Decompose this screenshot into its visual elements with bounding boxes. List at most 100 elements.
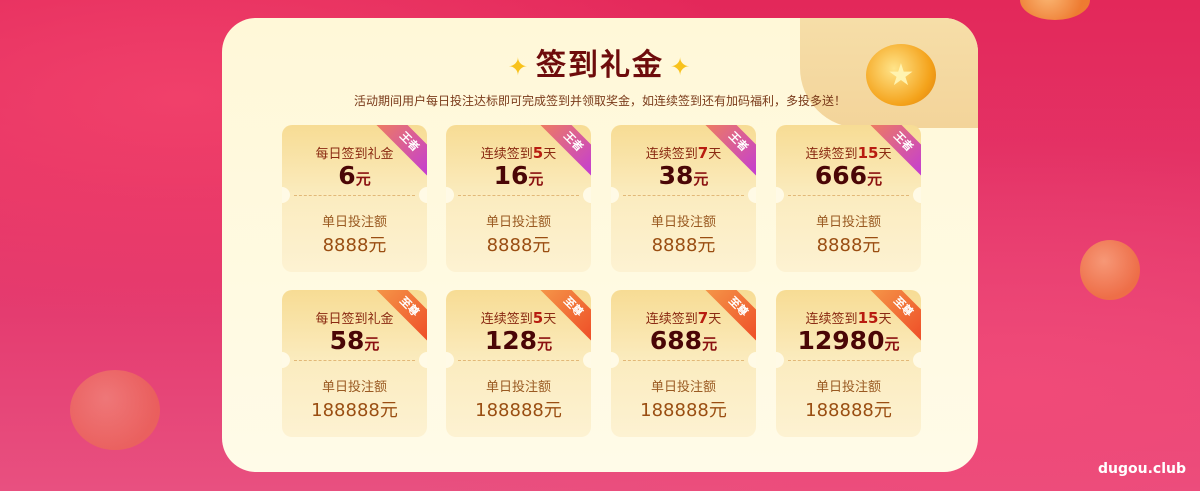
condition-days: 5	[532, 144, 544, 162]
condition-days: 7	[697, 309, 709, 327]
divider	[623, 360, 744, 361]
amount-value: 58	[329, 326, 365, 355]
reward-amount: 6元	[282, 161, 427, 190]
requirement-label: 单日投注额	[321, 215, 387, 230]
amount-unit: 元	[867, 170, 883, 188]
condition-unit: 天	[543, 147, 557, 162]
ticket-notch	[611, 352, 619, 368]
requirement-label: 单日投注额	[485, 380, 551, 395]
amount-value: 666	[814, 161, 868, 190]
requirement-value: 188888元	[640, 400, 727, 421]
amount-value: 16	[493, 161, 529, 190]
ticket-notch	[748, 187, 756, 203]
condition-unit: 天	[878, 312, 892, 327]
reward-amount: 16元	[446, 161, 591, 190]
requirement-value: 8888元	[651, 235, 716, 256]
reward-card: 王者 连续签到15天 666元 单日投注额 8888元	[776, 125, 921, 272]
condition-text: 每日签到礼金	[315, 312, 394, 327]
condition: 连续签到5天	[446, 143, 591, 162]
reward-card: 至尊 连续签到15天 12980元 单日投注额 188888元	[776, 290, 921, 437]
amount-unit: 元	[537, 335, 553, 353]
requirement-value: 188888元	[311, 400, 398, 421]
reward-card: 至尊 连续签到5天 128元 单日投注额 188888元	[446, 290, 591, 437]
amount-value: 688	[649, 326, 703, 355]
ticket-notch	[282, 352, 290, 368]
amount-unit: 元	[884, 335, 900, 353]
page-title: ✦ 签到礼金 ✦	[0, 40, 1200, 84]
condition: 每日签到礼金	[282, 308, 427, 327]
ticket-notch	[282, 187, 290, 203]
divider	[458, 360, 579, 361]
condition: 每日签到礼金	[282, 143, 427, 162]
amount-unit: 元	[355, 170, 371, 188]
divider	[294, 195, 415, 196]
condition-days: 15	[857, 144, 879, 162]
divider	[623, 195, 744, 196]
sparkle-icon: ✦	[670, 53, 693, 81]
condition-unit: 天	[878, 147, 892, 162]
amount-unit: 元	[693, 170, 709, 188]
condition: 连续签到5天	[446, 308, 591, 327]
amount-value: 128	[484, 326, 538, 355]
requirement-label: 单日投注额	[650, 215, 716, 230]
reward-amount: 666元	[776, 161, 921, 190]
amount-unit: 元	[364, 335, 380, 353]
ticket-notch	[611, 187, 619, 203]
reward-card: 至尊 连续签到7天 688元 单日投注额 188888元	[611, 290, 756, 437]
reward-amount: 12980元	[776, 326, 921, 355]
ticket-notch	[419, 352, 427, 368]
divider	[788, 195, 909, 196]
condition-text: 连续签到	[805, 147, 858, 162]
condition-text: 连续签到	[480, 312, 533, 327]
reward-amount: 688元	[611, 326, 756, 355]
requirement-value: 8888元	[486, 235, 551, 256]
reward-card: 王者 每日签到礼金 6元 单日投注额 8888元	[282, 125, 427, 272]
ticket-notch	[419, 187, 427, 203]
reward-amount: 38元	[611, 161, 756, 190]
condition-days: 7	[697, 144, 709, 162]
divider	[458, 195, 579, 196]
subtitle: 活动期间用户每日投注达标即可完成签到并领取奖金，如连续签到还有加码福利，多投多送…	[353, 94, 846, 108]
gold-coin-icon: ★	[866, 44, 936, 106]
reward-card: 王者 连续签到5天 16元 单日投注额 8888元	[446, 125, 591, 272]
condition: 连续签到15天	[776, 143, 921, 162]
requirement-value: 188888元	[475, 400, 562, 421]
ticket-notch	[446, 187, 454, 203]
condition-unit: 天	[708, 147, 722, 162]
decorative-coin-icon	[1080, 240, 1140, 300]
requirement-label: 单日投注额	[815, 380, 881, 395]
ticket-notch	[446, 352, 454, 368]
condition-text: 连续签到	[645, 147, 698, 162]
amount-value: 38	[658, 161, 694, 190]
reward-card: 王者 连续签到7天 38元 单日投注额 8888元	[611, 125, 756, 272]
condition-days: 15	[857, 309, 879, 327]
condition: 连续签到15天	[776, 308, 921, 327]
reward-amount: 58元	[282, 326, 427, 355]
ticket-notch	[913, 187, 921, 203]
divider	[294, 360, 415, 361]
requirement-value: 8888元	[322, 235, 387, 256]
condition-unit: 天	[708, 312, 722, 327]
condition-text: 连续签到	[645, 312, 698, 327]
condition-text: 连续签到	[805, 312, 858, 327]
requirement-label: 单日投注额	[650, 380, 716, 395]
requirement-value: 188888元	[805, 400, 892, 421]
divider	[788, 360, 909, 361]
sparkle-icon: ✦	[507, 53, 530, 81]
watermark: dugou.club	[1098, 461, 1186, 477]
ticket-notch	[583, 352, 591, 368]
condition-days: 5	[532, 309, 544, 327]
ticket-notch	[748, 352, 756, 368]
requirement-label: 单日投注额	[815, 215, 881, 230]
ticket-notch	[776, 352, 784, 368]
condition: 连续签到7天	[611, 308, 756, 327]
decorative-coin-icon	[1020, 0, 1090, 20]
condition-unit: 天	[543, 312, 557, 327]
ticket-notch	[583, 187, 591, 203]
amount-unit: 元	[528, 170, 544, 188]
requirement-label: 单日投注额	[321, 380, 387, 395]
amount-value: 6	[338, 161, 356, 190]
decorative-coin-icon	[70, 370, 160, 450]
condition: 连续签到7天	[611, 143, 756, 162]
reward-card: 至尊 每日签到礼金 58元 单日投注额 188888元	[282, 290, 427, 437]
